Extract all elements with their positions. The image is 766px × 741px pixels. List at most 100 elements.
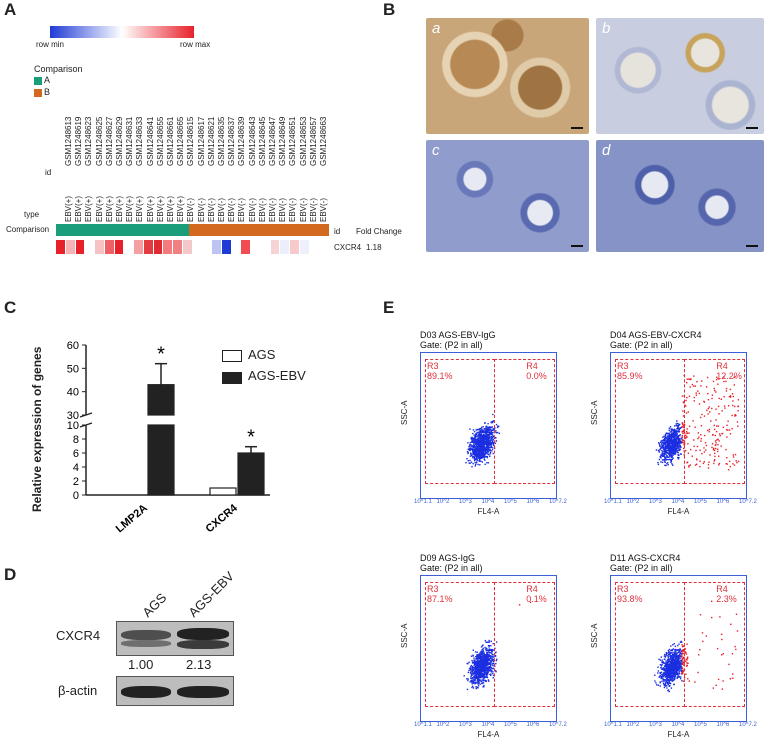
gate-r4[interactable]: [683, 359, 745, 485]
flow-event: [667, 668, 669, 670]
flow-event: [475, 443, 477, 445]
flow-event: [666, 679, 669, 681]
flow-event: [486, 450, 489, 452]
flow-event: [711, 397, 713, 400]
flow-event: [675, 654, 677, 657]
flow-event: [662, 678, 664, 680]
flow-event: [485, 641, 487, 643]
flow-event: [736, 461, 738, 464]
flow-event: [484, 447, 486, 450]
flow-event: [479, 429, 481, 431]
flow-event: [484, 429, 486, 431]
flow-event: [473, 456, 476, 459]
flow-event: [672, 432, 675, 435]
flow-event: [485, 431, 487, 434]
flow-event: [669, 676, 671, 679]
flow-event: [473, 440, 476, 443]
flow-event: [491, 442, 493, 444]
flow-event: [673, 665, 676, 667]
flow-event: [492, 654, 494, 656]
flow-event: [707, 467, 710, 469]
flow-event: [668, 681, 670, 683]
flow-event: [481, 431, 483, 434]
flow-event: [476, 662, 478, 665]
legend-label-b: B: [44, 87, 51, 97]
flow-event: [474, 455, 476, 457]
flow-event: [676, 649, 678, 651]
flow-event: [478, 460, 480, 462]
heatmap-cell: [270, 240, 280, 254]
flow-event: [675, 667, 678, 669]
flow-event: [486, 653, 488, 655]
flow-event: [673, 436, 676, 438]
flow-event: [472, 671, 474, 673]
flow-event: [682, 424, 684, 427]
flow-event: [719, 616, 721, 618]
gate-r4[interactable]: [493, 582, 555, 708]
flow-event: [659, 455, 662, 458]
flow-event: [695, 449, 697, 452]
flow-event: [482, 652, 484, 655]
flow-event: [470, 667, 472, 670]
flow-event: [672, 668, 674, 670]
flow-event: [673, 675, 675, 678]
flow-event: [668, 670, 670, 673]
flow-event: [676, 660, 678, 662]
flow-event: [482, 441, 485, 444]
flow-event: [681, 658, 684, 660]
flow-event: [689, 464, 691, 466]
gate-r4[interactable]: [493, 359, 555, 485]
flow-event: [490, 666, 492, 669]
flow-event: [487, 426, 489, 428]
flow-event: [677, 446, 679, 448]
flow-event: [676, 422, 678, 425]
flow-event: [681, 439, 684, 441]
flow-event: [478, 431, 480, 433]
flow-event: [682, 442, 684, 444]
flow-event: [673, 445, 675, 447]
flow-event: [687, 411, 689, 413]
flow-event: [471, 441, 473, 444]
flow-event: [671, 660, 674, 662]
flow-x-tick-label: 10^6: [716, 499, 730, 505]
flow-event: [674, 675, 676, 677]
flow-event: [682, 649, 684, 651]
flow-event: [479, 455, 481, 458]
flow-event: [674, 446, 676, 448]
flow-x-tick-label: 10^7.2: [739, 722, 757, 728]
flow-event: [491, 421, 493, 423]
gate-r4-label: R4 0.1%: [526, 584, 547, 604]
flow-event: [681, 667, 683, 669]
flow-event: [667, 443, 669, 445]
flow-event: [669, 675, 672, 678]
flow-event: [676, 428, 678, 430]
flow-event: [666, 663, 668, 665]
flow-event: [491, 421, 494, 424]
gate-r4[interactable]: [683, 582, 745, 708]
flow-event: [713, 428, 716, 431]
flow-event: [486, 448, 489, 451]
flow-event: [483, 653, 485, 655]
flow-event: [714, 459, 716, 461]
flow-event: [669, 454, 672, 456]
flow-event: [679, 641, 682, 643]
flow-event: [474, 433, 477, 436]
flow-event: [702, 640, 704, 643]
flow-event: [665, 663, 667, 665]
comparison-legend-title: Comparison: [34, 64, 83, 74]
flow-event: [475, 686, 477, 688]
flow-event: [493, 430, 496, 432]
flow-event: [485, 440, 487, 442]
flow-event: [472, 439, 475, 441]
flow-event: [673, 683, 675, 686]
flow-event: [480, 446, 482, 448]
flow-event: [673, 677, 675, 679]
flow-event: [474, 437, 477, 439]
flow-event: [667, 673, 670, 675]
flow-event: [496, 431, 499, 434]
flow-event: [472, 448, 474, 450]
flow-event: [661, 659, 663, 661]
flow-event: [676, 662, 678, 665]
flow-event: [478, 656, 480, 658]
flow-event: [477, 677, 479, 680]
